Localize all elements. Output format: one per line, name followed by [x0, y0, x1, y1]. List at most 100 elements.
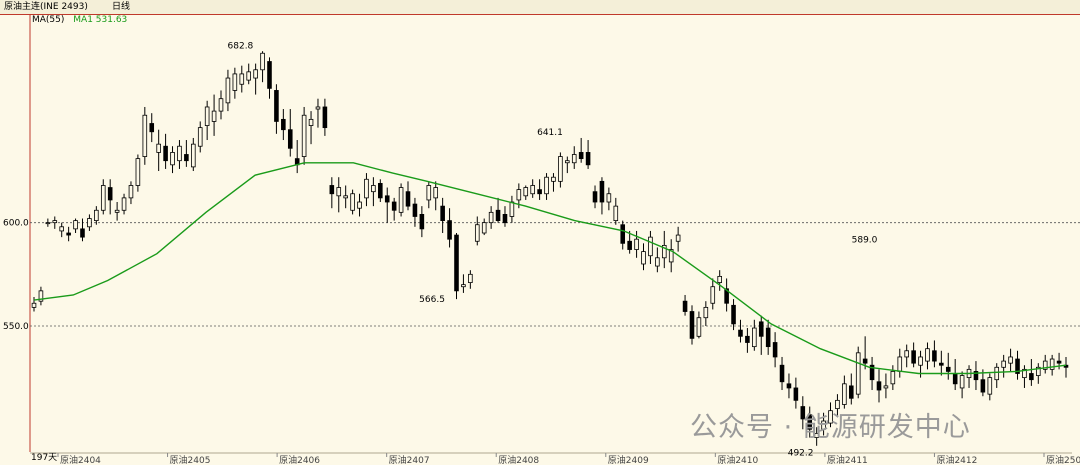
candle-up	[883, 385, 889, 389]
x-tick-label: 原油2409	[608, 454, 649, 465]
candle-up	[516, 189, 522, 201]
candle-down	[405, 191, 411, 207]
x-tick-label: 原油2408	[498, 454, 539, 465]
candle-down	[163, 145, 168, 162]
candle-up	[565, 160, 570, 164]
candle-up	[128, 185, 134, 199]
candle-up	[114, 209, 120, 213]
candle-down	[952, 373, 958, 385]
candle-up	[855, 352, 861, 395]
candle-up	[717, 275, 722, 283]
candle-up	[530, 185, 535, 195]
candle-down	[329, 185, 335, 195]
candle-up	[918, 356, 923, 366]
candle-up	[371, 185, 376, 193]
x-tick-label: 原油2412	[936, 454, 977, 465]
candle-down	[627, 240, 632, 250]
candle-down	[689, 311, 695, 339]
candle-up	[1008, 356, 1013, 364]
candle-up	[191, 143, 196, 168]
candle-down	[184, 154, 189, 162]
candle-up	[558, 156, 563, 182]
candle-up	[828, 410, 833, 424]
candle-down	[793, 387, 799, 401]
candle-down	[502, 214, 508, 224]
candle-down	[620, 224, 626, 244]
candle-up	[959, 375, 965, 389]
candle-up	[253, 69, 258, 79]
candle-up	[814, 433, 819, 438]
x-tick-label: 原油2404	[60, 454, 101, 465]
x-tick-label: 原油2407	[389, 454, 430, 465]
candle-down	[391, 201, 397, 211]
candle-down	[440, 205, 445, 222]
candle-up	[156, 143, 161, 153]
candle-up	[523, 187, 529, 197]
candle-up	[426, 185, 432, 201]
candle-down	[939, 362, 944, 366]
candle-up	[232, 73, 238, 91]
candle-up	[94, 209, 99, 222]
candle-up	[821, 420, 826, 430]
candle-up	[225, 77, 231, 104]
x-tick-label: 原油2405	[170, 454, 211, 465]
candle-down	[537, 189, 542, 195]
candle-down	[807, 414, 813, 430]
candle-up	[474, 224, 480, 242]
candle-down	[267, 61, 272, 89]
candle-down	[384, 195, 390, 203]
candle-up	[197, 127, 203, 147]
candle-down	[1056, 360, 1062, 364]
x-tick-label: 原油2410	[717, 454, 758, 465]
candle-up	[100, 185, 106, 211]
candle-down	[786, 383, 792, 389]
candle-up	[571, 154, 577, 164]
price-annotation: 682.8	[228, 42, 254, 52]
candle-up	[31, 302, 37, 308]
candle-down	[862, 358, 868, 364]
candle-up	[468, 273, 473, 283]
candle-up	[336, 187, 342, 197]
candle-down	[454, 234, 459, 292]
candle-down	[772, 342, 778, 358]
candle-down	[765, 327, 771, 348]
price-annotation: 566.5	[419, 295, 445, 305]
candle-down	[745, 335, 750, 343]
candle-up	[752, 327, 757, 348]
price-annotation: 641.1	[537, 128, 563, 138]
y-tick-label: 550.0	[3, 322, 29, 332]
candle-up	[1001, 360, 1006, 368]
frequency-selector[interactable]: 日线	[112, 2, 131, 12]
ma-label[interactable]: MA(55)	[32, 15, 65, 25]
candle-down	[758, 321, 764, 337]
candle-down	[66, 232, 71, 236]
candle-up	[142, 114, 148, 157]
candle-up	[177, 145, 182, 162]
candle-up	[675, 234, 681, 242]
candle-up	[544, 176, 549, 195]
candle-up	[1022, 368, 1027, 379]
candle-down	[287, 129, 293, 149]
price-annotation: 492.2	[788, 448, 814, 458]
y-tick-label: 600.0	[3, 219, 29, 229]
candle-down	[149, 123, 155, 133]
candle-up	[668, 249, 674, 263]
candle-down	[1029, 373, 1034, 381]
candle-up	[211, 110, 217, 122]
candle-up	[170, 152, 175, 166]
candle-up	[260, 52, 265, 71]
candle-up	[661, 244, 667, 259]
candle-down	[322, 106, 328, 129]
instrument-title[interactable]: 原油主连(INE 2493)	[4, 2, 88, 12]
candle-down	[599, 180, 605, 203]
x-tick-label: 原油2406	[279, 454, 320, 465]
ma-line	[33, 162, 1067, 375]
candle-down	[274, 90, 279, 122]
candle-down	[578, 152, 584, 160]
candle-up	[904, 350, 909, 358]
candle-down	[980, 379, 986, 393]
candle-up	[648, 236, 653, 257]
candle-down	[592, 191, 598, 203]
candle-down	[779, 364, 785, 383]
